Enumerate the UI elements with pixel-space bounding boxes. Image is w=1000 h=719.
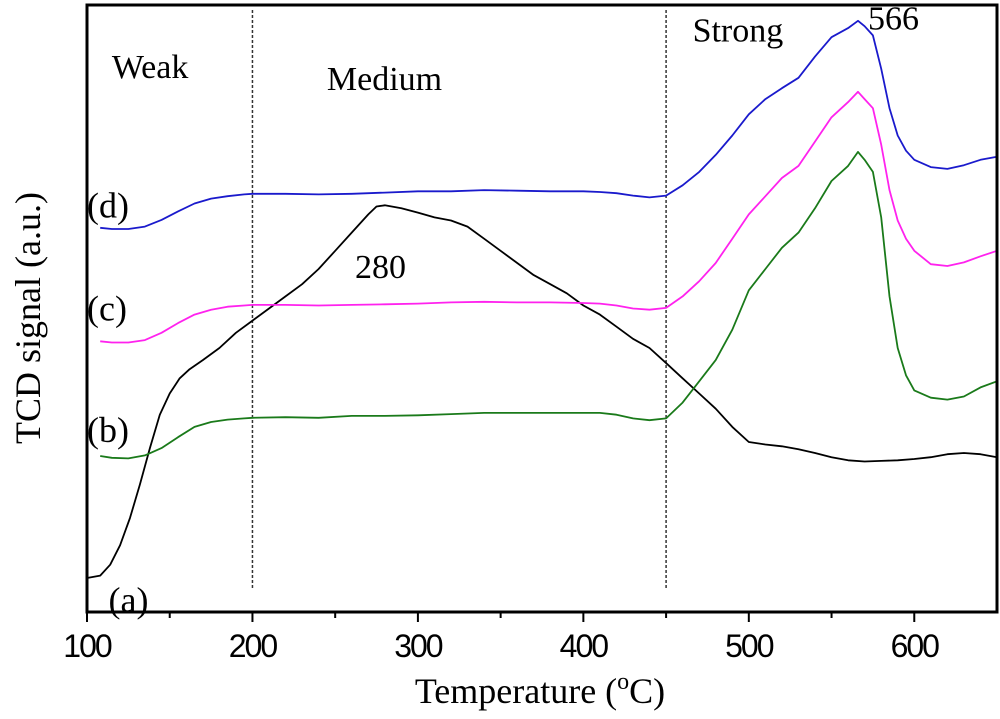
peak-label-280: 280 bbox=[355, 249, 406, 286]
series-line-d bbox=[100, 19, 998, 230]
x-tick-label: 100 bbox=[63, 628, 112, 664]
x-axis-tick-labels: 100 200 300 400 500 600 bbox=[63, 628, 941, 664]
x-tick-label: 600 bbox=[891, 628, 940, 664]
region-label-strong: Strong bbox=[693, 12, 784, 49]
region-label-weak: Weak bbox=[112, 49, 189, 86]
x-axis-ticks bbox=[86, 612, 916, 622]
y-axis-title: TCD signal (a.u.) bbox=[8, 192, 48, 444]
x-tick-label: 400 bbox=[560, 628, 609, 664]
plot-frame bbox=[85, 3, 999, 614]
x-axis-title: Temperature (oC) bbox=[415, 669, 665, 711]
region-label-medium: Medium bbox=[327, 61, 442, 98]
x-tick-label: 200 bbox=[229, 628, 278, 664]
x-axis-title-degree: o bbox=[617, 669, 629, 695]
x-tick-label: 500 bbox=[725, 628, 774, 664]
series-label-c: (c) bbox=[87, 289, 127, 329]
x-axis-title-unit: C) bbox=[629, 671, 665, 711]
x-tick-label: 300 bbox=[394, 628, 443, 664]
x-axis-title-main: Temperature ( bbox=[415, 671, 617, 711]
series-label-b: (b) bbox=[87, 410, 129, 450]
series-line-c bbox=[100, 90, 998, 344]
region-dividers bbox=[251, 10, 667, 588]
series-layer: (a) (b) (c) (d) bbox=[86, 19, 998, 620]
series-label-a: (a) bbox=[109, 580, 149, 620]
series-line-b bbox=[100, 151, 998, 460]
series-label-d: (d) bbox=[87, 185, 129, 225]
series-line-a bbox=[86, 204, 998, 579]
